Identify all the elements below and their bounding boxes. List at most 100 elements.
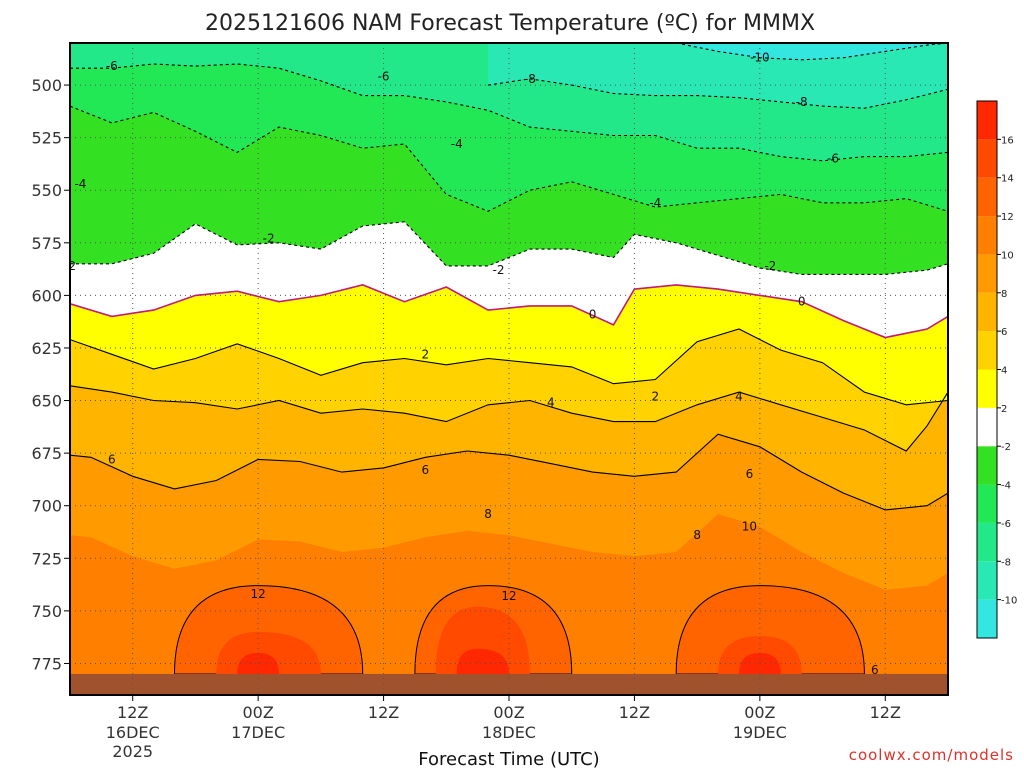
fill-band-minus10-minus12 bbox=[70, 43, 948, 60]
contour-6 bbox=[70, 433, 948, 511]
contour-label: -8 bbox=[524, 72, 536, 86]
contour-label-group-22: 6 bbox=[871, 663, 879, 677]
contour-label: 12 bbox=[251, 587, 266, 601]
colorbar-label: 8 bbox=[1001, 289, 1007, 300]
y-axis: 500 525 550 575 600 625 650 675 700 725 750 775 bbox=[31, 76, 70, 673]
contour-label-group-16: 2 bbox=[652, 389, 660, 403]
contour-label: -8 bbox=[796, 95, 808, 109]
grid-lines bbox=[70, 43, 948, 695]
x-tick-label-line1: 00Z bbox=[493, 703, 524, 722]
credit-text: coolwx.com/models bbox=[849, 746, 1014, 764]
colorbar-band bbox=[977, 446, 997, 485]
contour-label-group-7: -4 bbox=[74, 177, 86, 191]
colorbar-band bbox=[977, 561, 997, 600]
contour-4 bbox=[70, 385, 948, 452]
contour-label-group-12: -2 bbox=[764, 259, 776, 273]
contour-label: -6 bbox=[106, 59, 118, 73]
colorbar-band bbox=[977, 369, 997, 408]
plot-area: -10 -8 -8 -6 -6 -6 -4 -4 -4 -2 -2 -2 -2 0 0 2 2 4 4 6 6 6 6 8 8 1… bbox=[64, 43, 948, 695]
contour-label: 4 bbox=[735, 389, 743, 403]
contour-minus2 bbox=[70, 221, 948, 275]
colorbar-band bbox=[977, 254, 997, 293]
contour-label-group-15: 2 bbox=[422, 347, 430, 361]
contour-label: 8 bbox=[693, 528, 701, 542]
contour-label: 2 bbox=[652, 389, 660, 403]
contour-2 bbox=[70, 328, 948, 406]
contour-label: 8 bbox=[484, 507, 492, 521]
contour-label-group-21: 6 bbox=[746, 467, 754, 481]
contour-label: -10 bbox=[750, 51, 770, 65]
contour-label: -2 bbox=[64, 259, 76, 273]
contour-label: -6 bbox=[827, 152, 839, 166]
colorbar-band bbox=[977, 292, 997, 332]
x-tick-label-line3: 2025 bbox=[112, 742, 153, 761]
contour-label: -2 bbox=[493, 263, 505, 277]
y-tick-label: 525 bbox=[31, 129, 62, 148]
x-tick-label-line2: 17DEC bbox=[231, 723, 285, 742]
contour-label: 2 bbox=[422, 347, 430, 361]
temperature-fills bbox=[70, 43, 948, 695]
colorbar-label: 2 bbox=[1001, 404, 1007, 415]
contour-label-group-26: 12 bbox=[251, 587, 266, 601]
warm-lobe-2 bbox=[675, 585, 865, 675]
x-tick-label-line1: 12Z bbox=[619, 703, 650, 722]
contour-label-group-19: 6 bbox=[108, 452, 116, 466]
contour-label-group-25: 10 bbox=[742, 520, 757, 534]
x-tick-label-line2: 16DEC bbox=[106, 723, 160, 742]
colorbar-band bbox=[977, 484, 997, 523]
colorbar-band bbox=[977, 139, 997, 178]
contour-label: 4 bbox=[547, 396, 555, 410]
contour-label-group-1: -8 bbox=[524, 72, 536, 86]
y-tick-label: 575 bbox=[31, 234, 62, 253]
contour-label: 6 bbox=[746, 467, 754, 481]
contour-label-group-17: 4 bbox=[547, 396, 555, 410]
colorbar-band bbox=[977, 522, 997, 562]
contour-label: 12 bbox=[501, 589, 516, 603]
contour-label: 6 bbox=[108, 452, 116, 466]
contour-label-group-20: 6 bbox=[422, 463, 430, 477]
colorbar-label: -4 bbox=[1001, 481, 1011, 492]
colorbar-label: -8 bbox=[1001, 557, 1011, 568]
contour-label: -6 bbox=[378, 70, 390, 84]
y-tick-label: 625 bbox=[31, 339, 62, 358]
contour-label: 10 bbox=[742, 520, 757, 534]
colorbar-label: -2 bbox=[1001, 442, 1011, 453]
contour-label-group-3: -6 bbox=[106, 59, 118, 73]
colorbar-label: 16 bbox=[1001, 135, 1014, 146]
colorbar-band bbox=[977, 331, 997, 370]
y-tick-label: 650 bbox=[31, 392, 62, 411]
y-tick-label: 775 bbox=[31, 654, 62, 673]
colorbar-band bbox=[977, 216, 997, 255]
contour-label-group-18: 4 bbox=[735, 389, 743, 403]
contour-label: -4 bbox=[649, 196, 661, 210]
contour-label: -2 bbox=[764, 259, 776, 273]
x-axis-label: Forecast Time (UTC) bbox=[418, 749, 599, 768]
colorbar-band bbox=[977, 407, 997, 447]
x-tick-label-line1: 00Z bbox=[242, 703, 273, 722]
x-tick-label-line1: 12Z bbox=[870, 703, 901, 722]
contour-label-group-2: -8 bbox=[796, 95, 808, 109]
x-tick-label-line2: 18DEC bbox=[482, 723, 536, 742]
colorbar-label: 12 bbox=[1001, 212, 1014, 223]
contour-label-group-23: 8 bbox=[484, 507, 492, 521]
colorbar-band bbox=[977, 599, 997, 638]
y-tick-label: 675 bbox=[31, 444, 62, 463]
contour-label-group-0: -10 bbox=[750, 51, 770, 65]
x-tick-label-line1: 12Z bbox=[117, 703, 148, 722]
y-tick-label: 600 bbox=[31, 286, 62, 305]
contour-label: -4 bbox=[74, 177, 86, 191]
contour-label-group-9: -2 bbox=[64, 259, 76, 273]
fill-band-minus8-minus10 bbox=[70, 43, 948, 109]
contour-label-group-27: 12 bbox=[501, 589, 516, 603]
contour-label-group-6: -4 bbox=[451, 137, 463, 151]
contour-label-group-11: -2 bbox=[493, 263, 505, 277]
contour-lines bbox=[70, 43, 948, 511]
contour-label: 0 bbox=[798, 295, 806, 309]
contour-minus6 bbox=[70, 63, 948, 162]
colorbar-label: 4 bbox=[1001, 366, 1007, 377]
y-tick-label: 700 bbox=[31, 497, 62, 516]
contour-label-group-4: -6 bbox=[378, 70, 390, 84]
x-tick-label-line2: 19DEC bbox=[733, 723, 787, 742]
